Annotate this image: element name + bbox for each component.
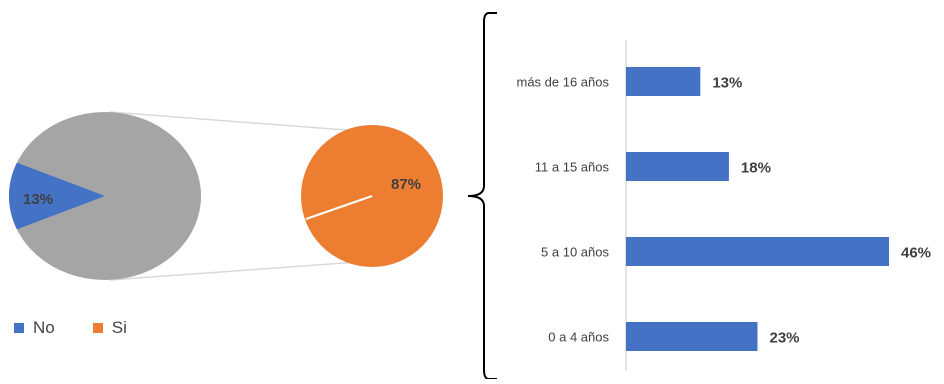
pie-connector-bottom xyxy=(109,260,373,281)
legend-item-no: No xyxy=(14,318,55,338)
bar-category-label-1: 11 a 15 años xyxy=(535,160,610,175)
bar-category-label-2: 5 a 10 años xyxy=(541,245,609,260)
bar-value-label-0: 13% xyxy=(712,75,742,92)
pie-label-si: 87% xyxy=(391,176,421,193)
pie-label-no: 13% xyxy=(23,191,53,208)
bar-value-label-3: 23% xyxy=(770,330,800,347)
bar-category-label-3: 0 a 4 años xyxy=(548,330,609,345)
legend-label-si: Si xyxy=(111,318,127,337)
bracket xyxy=(467,12,497,380)
legend-label-no: No xyxy=(33,318,55,337)
bar-0 xyxy=(626,67,701,96)
pie-slice-divider xyxy=(305,195,373,220)
bar-category-label-0: más de 16 años xyxy=(516,75,609,90)
legend-swatch-si xyxy=(92,323,103,333)
pie-slice-no xyxy=(8,162,105,230)
bar-3 xyxy=(626,322,758,351)
legend-item-si: Si xyxy=(92,318,127,338)
pie-connector-top xyxy=(109,111,373,133)
legend-swatch-no xyxy=(14,323,24,333)
pie-legend: No Si xyxy=(14,318,127,338)
bar-2 xyxy=(626,237,889,266)
bar-value-label-1: 18% xyxy=(741,160,771,177)
bar-1 xyxy=(626,152,729,181)
bar-value-label-2: 46% xyxy=(901,245,931,262)
